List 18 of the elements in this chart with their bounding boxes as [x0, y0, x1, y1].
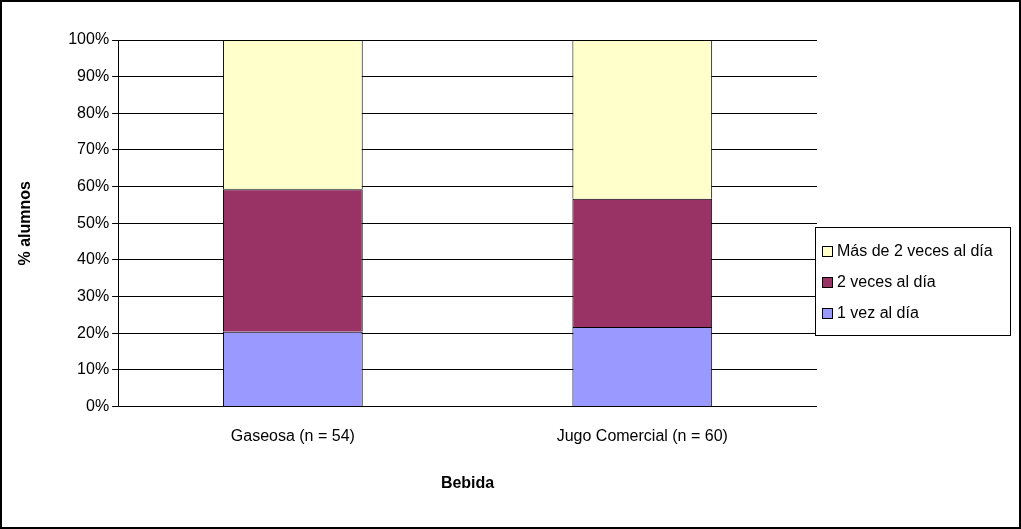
- y-tick-label: 10%: [77, 360, 110, 378]
- y-axis-title: % alumnos: [16, 180, 34, 266]
- legend-label: Más de 2 veces al día: [837, 242, 993, 259]
- y-tick-label: 100%: [68, 30, 110, 48]
- legend-label: 2 veces al día: [837, 273, 936, 290]
- y-tick-label: 70%: [77, 140, 110, 158]
- x-axis-title: Bebida: [440, 473, 495, 491]
- y-tick-label: 80%: [77, 103, 110, 121]
- legend-label: 1 vez al día: [837, 304, 919, 321]
- y-tick-label: 0%: [86, 397, 110, 415]
- y-tick-label: 40%: [77, 250, 110, 268]
- x-tick-label: Gaseosa (n = 54): [230, 426, 355, 444]
- y-tick-label: 20%: [77, 323, 110, 341]
- y-tick-label: 30%: [77, 287, 110, 305]
- y-tick-label: 60%: [77, 177, 110, 195]
- y-tick-label: 50%: [77, 213, 110, 231]
- y-tick-label: 90%: [77, 67, 110, 85]
- x-tick-label: Jugo Comercial (n = 60): [556, 426, 728, 444]
